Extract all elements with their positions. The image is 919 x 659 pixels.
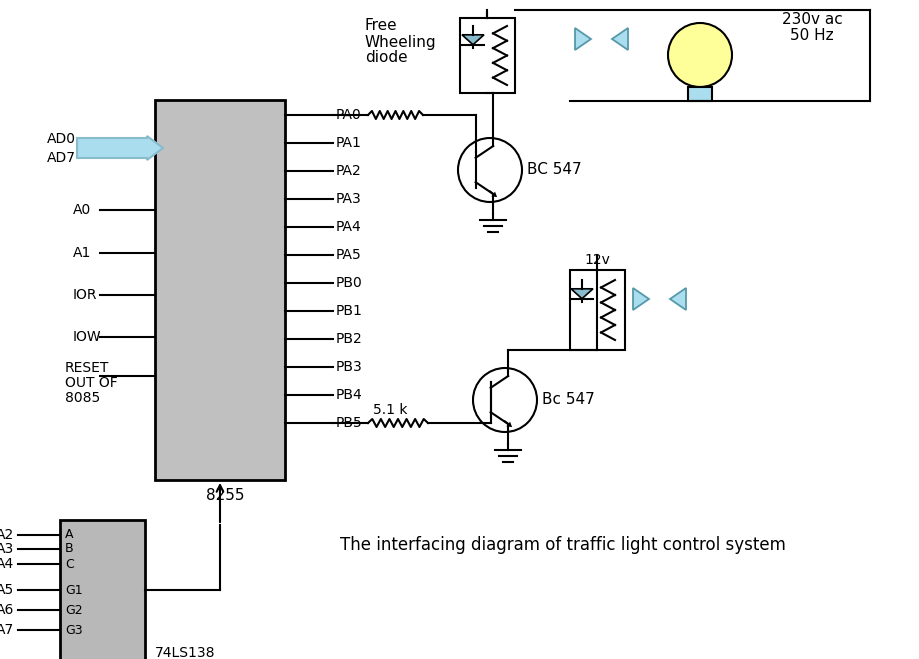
Text: PA4: PA4 — [335, 220, 361, 234]
Polygon shape — [574, 28, 590, 50]
Text: A1: A1 — [73, 246, 91, 260]
Text: PA0: PA0 — [335, 108, 361, 122]
Text: OUT OF: OUT OF — [65, 376, 118, 390]
Text: B: B — [65, 542, 74, 556]
Text: Wheeling: Wheeling — [365, 34, 437, 49]
Text: A6: A6 — [0, 603, 14, 617]
Text: A4: A4 — [0, 557, 14, 571]
Text: 230v ac: 230v ac — [781, 13, 842, 28]
Text: AD7: AD7 — [47, 151, 76, 165]
Text: PA5: PA5 — [335, 248, 361, 262]
Text: PB5: PB5 — [335, 416, 362, 430]
Text: BC 547: BC 547 — [527, 163, 581, 177]
Text: 8085: 8085 — [65, 391, 100, 405]
Text: PA3: PA3 — [335, 192, 361, 206]
FancyArrow shape — [77, 136, 163, 160]
Text: PB4: PB4 — [335, 388, 362, 402]
Text: PA1: PA1 — [335, 136, 361, 150]
Text: AD0: AD0 — [47, 132, 76, 146]
Bar — [154, 100, 285, 480]
Text: A: A — [65, 529, 74, 542]
Text: A2: A2 — [0, 528, 14, 542]
Text: PB0: PB0 — [335, 276, 362, 290]
Polygon shape — [611, 28, 628, 50]
FancyArrow shape — [503, 420, 512, 427]
Text: PB3: PB3 — [335, 360, 362, 374]
Text: RESET: RESET — [65, 361, 109, 375]
Text: A7: A7 — [0, 623, 14, 637]
Bar — [687, 87, 711, 101]
Polygon shape — [461, 35, 483, 45]
Text: PB2: PB2 — [335, 332, 362, 346]
Text: Bc 547: Bc 547 — [541, 393, 594, 407]
Text: PA2: PA2 — [335, 164, 361, 178]
Text: C: C — [65, 558, 74, 571]
Text: A5: A5 — [0, 583, 14, 597]
Text: G3: G3 — [65, 623, 83, 637]
Text: PB1: PB1 — [335, 304, 362, 318]
Polygon shape — [571, 289, 593, 299]
Bar — [60, 520, 145, 659]
Text: The interfacing diagram of traffic light control system: The interfacing diagram of traffic light… — [340, 536, 785, 554]
Text: IOR: IOR — [73, 288, 97, 302]
Text: diode: diode — [365, 51, 407, 65]
Bar — [460, 18, 515, 93]
Text: 8255: 8255 — [206, 488, 244, 503]
Bar — [570, 270, 624, 350]
Text: A0: A0 — [73, 203, 91, 217]
Text: 5.1 k: 5.1 k — [372, 403, 407, 417]
Text: Free: Free — [365, 18, 397, 34]
Text: 74LS138: 74LS138 — [154, 646, 215, 659]
Polygon shape — [669, 288, 686, 310]
FancyArrow shape — [488, 190, 496, 197]
Text: A3: A3 — [0, 542, 14, 556]
Text: G2: G2 — [65, 604, 83, 617]
Polygon shape — [632, 288, 648, 310]
Text: IOW: IOW — [73, 330, 101, 344]
Text: 50 Hz: 50 Hz — [789, 28, 833, 43]
Circle shape — [667, 23, 732, 87]
Text: G1: G1 — [65, 583, 83, 596]
Text: 12v: 12v — [584, 253, 610, 267]
